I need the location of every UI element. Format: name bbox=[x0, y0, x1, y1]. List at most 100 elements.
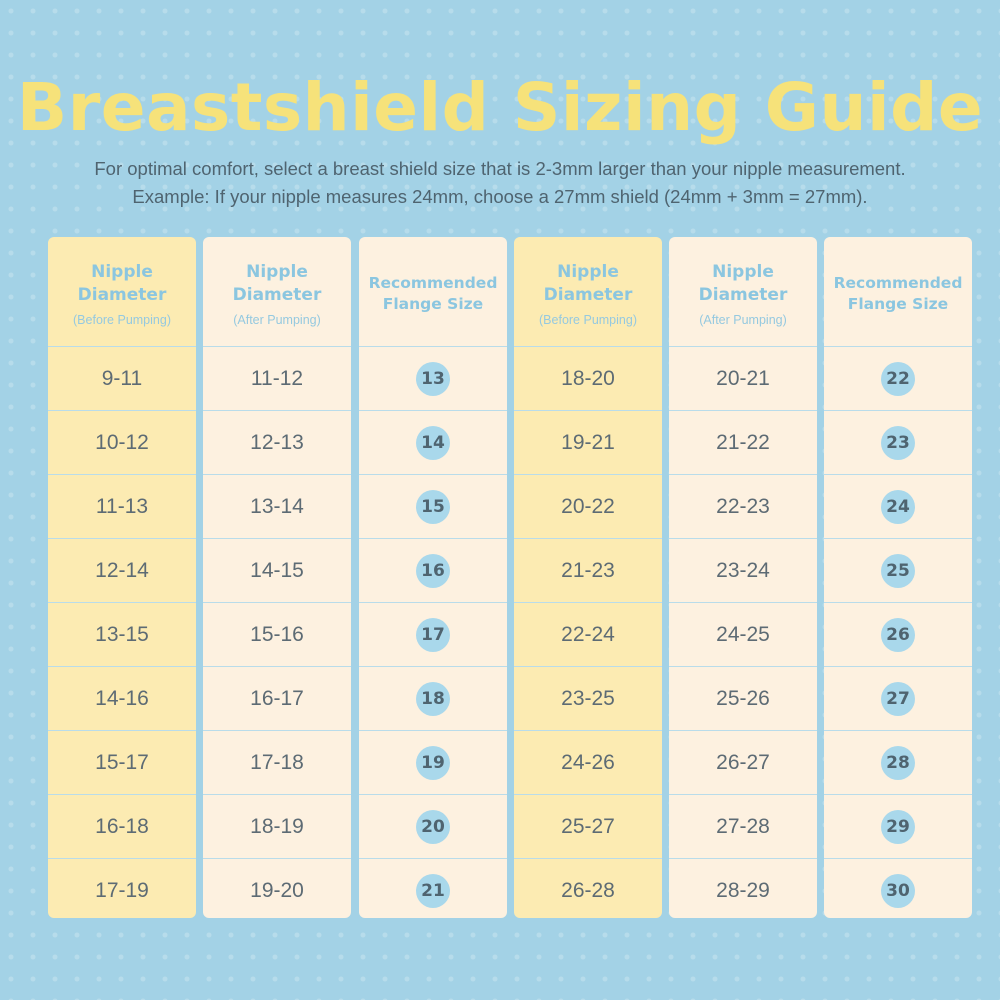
table-cell: 28 bbox=[824, 731, 972, 795]
header-line: Diameter bbox=[232, 285, 322, 305]
nipple-diameter-value: 12-13 bbox=[250, 430, 304, 454]
nipple-diameter-value: 10-12 bbox=[95, 430, 149, 454]
page-title: Breastshield Sizing Guide bbox=[16, 69, 984, 146]
nipple-diameter-value: 25-26 bbox=[716, 686, 770, 710]
flange-size-badge: 29 bbox=[881, 809, 915, 844]
nipple-diameter-value: 22-24 bbox=[561, 622, 615, 646]
table-cell: 17-18 bbox=[203, 731, 351, 795]
nipple-diameter-value: 21-23 bbox=[561, 558, 615, 582]
column-header: Nipple Diameter (Before Pumping) bbox=[514, 237, 662, 347]
table-cell: 20-22 bbox=[514, 475, 662, 539]
table-cell: 15 bbox=[359, 475, 507, 539]
nipple-diameter-value: 22-23 bbox=[716, 494, 770, 518]
column-header-title: Nipple Diameter bbox=[514, 261, 662, 307]
flange-size-badge: 19 bbox=[416, 745, 450, 780]
nipple-diameter-value: 11-12 bbox=[250, 366, 304, 390]
table-cell: 18-20 bbox=[514, 347, 662, 411]
column-5: Nipple Diameter (After Pumping) 20-21 21-22 2… bbox=[669, 237, 817, 918]
flange-size-badge: 18 bbox=[416, 681, 450, 716]
table-cell: 17 bbox=[359, 603, 507, 667]
table-cell: 18-19 bbox=[203, 795, 351, 859]
table-cell: 12-13 bbox=[203, 411, 351, 475]
column-header-title: Recommended Flange Size bbox=[359, 273, 507, 315]
table-cell: 13 bbox=[359, 347, 507, 411]
nipple-diameter-value: 20-21 bbox=[716, 366, 770, 390]
table-cell: 23-25 bbox=[514, 667, 662, 731]
table-cell: 25-27 bbox=[514, 795, 662, 859]
header-line: Nipple bbox=[557, 262, 619, 282]
column-6: Recommended Flange Size 22 23 24 25 26 27 28 29 30 bbox=[824, 237, 972, 918]
nipple-diameter-value: 16-18 bbox=[95, 814, 149, 838]
table-cell: 9-11 bbox=[48, 347, 196, 411]
table-cell: 22-24 bbox=[514, 603, 662, 667]
table-cell: 11-12 bbox=[203, 347, 351, 411]
nipple-diameter-value: 21-22 bbox=[716, 430, 770, 454]
nipple-diameter-value: 18-19 bbox=[250, 814, 304, 838]
flange-size-badge: 25 bbox=[881, 553, 915, 588]
nipple-diameter-value: 17-19 bbox=[95, 879, 149, 902]
table-cell: 21-22 bbox=[669, 411, 817, 475]
column-header: Nipple Diameter (After Pumping) bbox=[669, 237, 817, 347]
nipple-diameter-value: 14-15 bbox=[250, 558, 304, 582]
table-cell: 13-15 bbox=[48, 603, 196, 667]
flange-size-badge: 26 bbox=[881, 617, 915, 652]
table-cell: 19 bbox=[359, 731, 507, 795]
column-header-note: (After Pumping) bbox=[233, 313, 321, 327]
nipple-diameter-value: 20-22 bbox=[561, 494, 615, 518]
nipple-diameter-value: 12-14 bbox=[95, 558, 149, 582]
header-line: Diameter bbox=[77, 285, 167, 305]
table-cell: 23-24 bbox=[669, 539, 817, 603]
flange-size-badge: 17 bbox=[416, 617, 450, 652]
table-cell: 22-23 bbox=[669, 475, 817, 539]
nipple-diameter-value: 26-28 bbox=[561, 879, 615, 902]
nipple-diameter-value: 13-15 bbox=[95, 622, 149, 646]
column-header: Recommended Flange Size bbox=[824, 237, 972, 347]
flange-size-badge: 21 bbox=[416, 874, 450, 908]
nipple-diameter-value: 13-14 bbox=[250, 494, 304, 518]
table-cell: 25-26 bbox=[669, 667, 817, 731]
table-cell: 28-29 bbox=[669, 859, 817, 918]
header-line: Nipple bbox=[246, 262, 308, 282]
flange-size-badge: 30 bbox=[881, 874, 915, 908]
table-cell: 21-23 bbox=[514, 539, 662, 603]
nipple-diameter-value: 27-28 bbox=[716, 814, 770, 838]
table-cell: 26-27 bbox=[669, 731, 817, 795]
column-header-note: (After Pumping) bbox=[699, 313, 787, 327]
header-line: Nipple bbox=[91, 262, 153, 282]
nipple-diameter-value: 14-16 bbox=[95, 686, 149, 710]
table-cell: 23 bbox=[824, 411, 972, 475]
table-cell: 24-25 bbox=[669, 603, 817, 667]
nipple-diameter-value: 18-20 bbox=[561, 366, 615, 390]
table-cell: 14-15 bbox=[203, 539, 351, 603]
nipple-diameter-value: 25-27 bbox=[561, 814, 615, 838]
flange-size-badge: 20 bbox=[416, 809, 450, 844]
table-cell: 17-19 bbox=[48, 859, 196, 918]
nipple-diameter-value: 24-26 bbox=[561, 750, 615, 774]
table-cell: 15-16 bbox=[203, 603, 351, 667]
column-header: Recommended Flange Size bbox=[359, 237, 507, 347]
nipple-diameter-value: 24-25 bbox=[716, 622, 770, 646]
flange-size-badge: 23 bbox=[881, 425, 915, 460]
table-cell: 13-14 bbox=[203, 475, 351, 539]
nipple-diameter-value: 17-18 bbox=[250, 750, 304, 774]
table-cell: 20-21 bbox=[669, 347, 817, 411]
header-line: Recommended bbox=[833, 274, 963, 292]
column-header-title: Nipple Diameter bbox=[203, 261, 351, 307]
column-header-note: (Before Pumping) bbox=[73, 313, 171, 327]
table-cell: 26-28 bbox=[514, 859, 662, 918]
column-header-title: Recommended Flange Size bbox=[824, 273, 972, 315]
table-cell: 18 bbox=[359, 667, 507, 731]
column-header: Nipple Diameter (Before Pumping) bbox=[48, 237, 196, 347]
subtitle-line-1: For optimal comfort, select a breast shi… bbox=[94, 158, 906, 179]
table-cell: 15-17 bbox=[48, 731, 196, 795]
flange-size-badge: 27 bbox=[881, 681, 915, 716]
flange-size-badge: 22 bbox=[881, 361, 915, 396]
table-cell: 21 bbox=[359, 859, 507, 918]
nipple-diameter-value: 26-27 bbox=[716, 750, 770, 774]
table-cell: 27 bbox=[824, 667, 972, 731]
table-cell: 30 bbox=[824, 859, 972, 918]
table-cell: 24-26 bbox=[514, 731, 662, 795]
table-cell: 11-13 bbox=[48, 475, 196, 539]
column-header-title: Nipple Diameter bbox=[48, 261, 196, 307]
header-line: Flange Size bbox=[847, 295, 949, 313]
